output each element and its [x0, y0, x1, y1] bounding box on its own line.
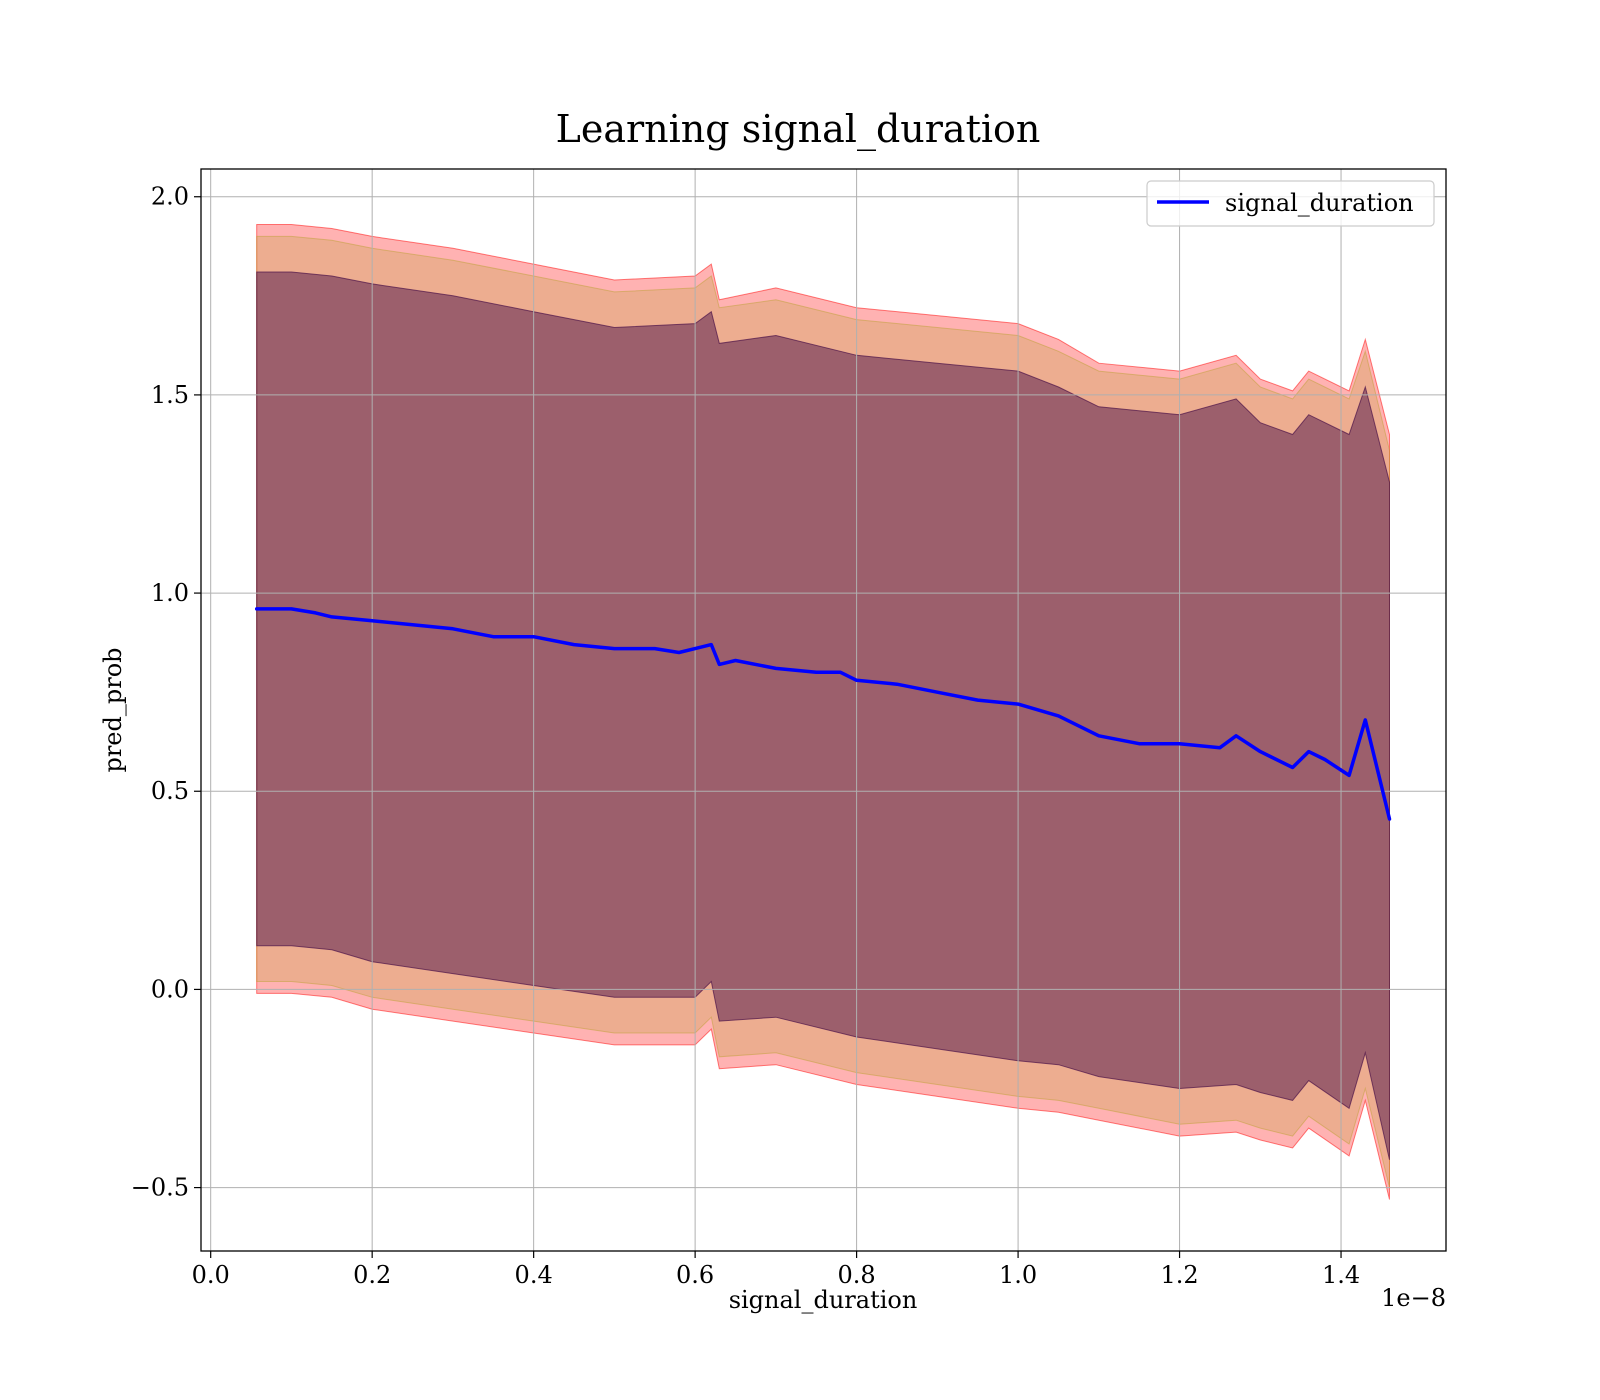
confidence-bands [256, 224, 1390, 1200]
x-axis-offset-label: 1e−8 [1381, 1284, 1446, 1312]
x-tick-label: 0.0 [192, 1261, 230, 1289]
x-tick-label: 1.4 [1322, 1261, 1360, 1289]
plot-area [200, 168, 1447, 1252]
gridlines [201, 169, 1446, 1251]
y-tick-label: 1.5 [151, 381, 189, 409]
legend-label: signal_duration [1225, 189, 1414, 217]
y-tick-label: 2.0 [151, 183, 189, 211]
x-axis-ticks: 0.0 0.2 0.4 0.6 0.8 1.0 1.2 1.4 [192, 1251, 1360, 1289]
y-axis-label: pred_prob [99, 647, 127, 772]
band-inner [256, 271, 1390, 1160]
x-axis-label: signal_duration [729, 1286, 918, 1314]
legend: signal_duration [1146, 180, 1435, 227]
series-line-0 [254, 607, 1392, 821]
x-tick-label: 0.2 [353, 1261, 391, 1289]
y-axis-ticks: −0.5 0.0 0.5 1.0 1.5 2.0 [131, 183, 201, 1202]
y-tick-label: 0.0 [151, 975, 189, 1003]
x-tick-label: 0.4 [515, 1261, 553, 1289]
y-tick-label: 0.5 [151, 777, 189, 805]
y-tick-label: −0.5 [131, 1174, 189, 1202]
x-tick-label: 0.8 [838, 1261, 876, 1289]
chart-title: Learning signal_duration [556, 107, 1041, 152]
series-lines [254, 607, 1392, 821]
legend-box [1146, 180, 1435, 227]
x-tick-label: 0.6 [676, 1261, 714, 1289]
y-tick-label: 1.0 [151, 579, 189, 607]
x-tick-label: 1.2 [1160, 1261, 1198, 1289]
axes-frame [200, 168, 1447, 1252]
x-tick-label: 1.0 [999, 1261, 1037, 1289]
